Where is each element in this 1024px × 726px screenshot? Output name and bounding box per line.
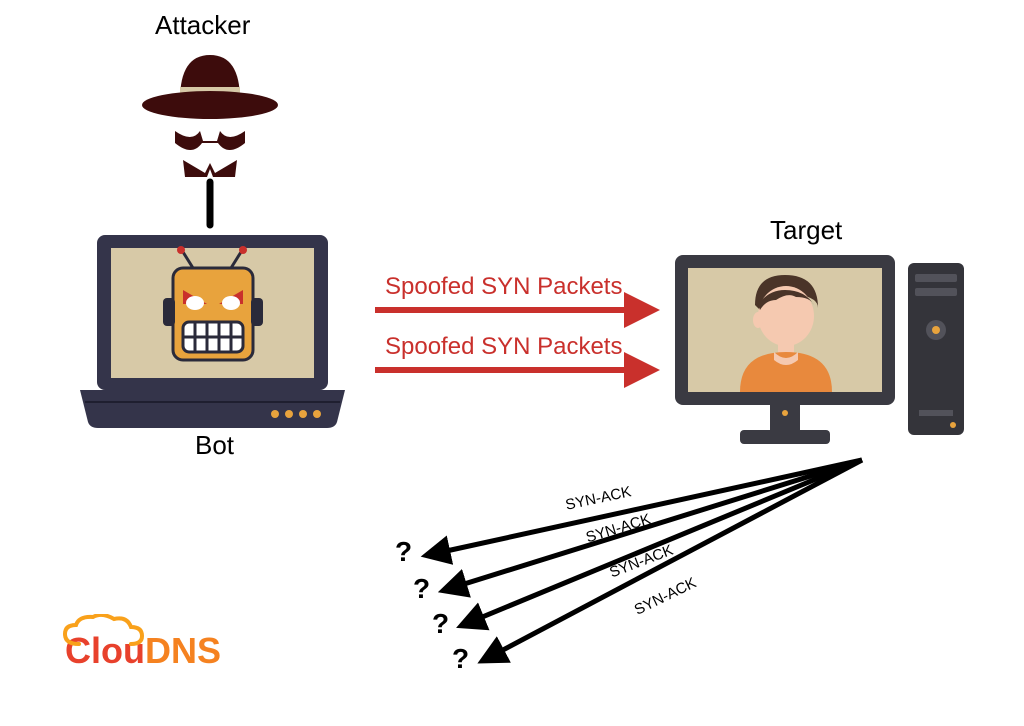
synack-arrow-1: [428, 460, 862, 555]
question-mark-4: ?: [452, 643, 469, 675]
question-mark-3: ?: [432, 608, 449, 640]
question-mark-1: ?: [395, 536, 412, 568]
question-mark-2: ?: [413, 573, 430, 605]
cloudns-logo: ClouDNS: [65, 630, 221, 672]
cloud-icon: [59, 614, 244, 649]
